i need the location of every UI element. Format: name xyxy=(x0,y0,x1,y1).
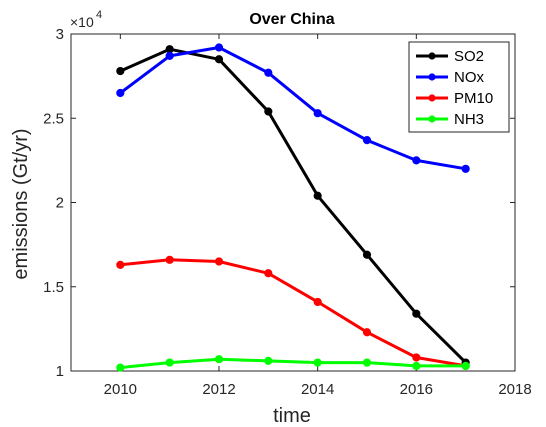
data-point-so2 xyxy=(165,45,174,54)
data-point-so2 xyxy=(214,55,224,64)
data-point-nox xyxy=(264,68,273,77)
chart-title: Over China xyxy=(249,11,334,28)
y-tick-label: 1.5 xyxy=(43,279,64,296)
data-point-nox xyxy=(313,109,322,118)
data-point-nox xyxy=(165,51,174,61)
y-tick-label: 3 xyxy=(56,26,64,43)
data-point-pm10 xyxy=(214,257,224,266)
data-point-nh3 xyxy=(165,358,174,367)
data-point-pm10 xyxy=(412,353,421,362)
data-point-so2 xyxy=(362,250,372,259)
x-tick-label: 2014 xyxy=(301,381,334,398)
data-point-pm10 xyxy=(313,297,322,307)
data-point-nox xyxy=(116,88,125,98)
data-point-nh3 xyxy=(116,363,125,372)
data-point-so2 xyxy=(264,107,273,116)
y-multiplier: ×10 4 xyxy=(70,9,102,30)
x-tick-label: 2012 xyxy=(202,381,235,398)
y-multiplier-exponent: 4 xyxy=(96,9,102,21)
legend-marker-pm10 xyxy=(428,94,436,102)
y-tick-label: 1 xyxy=(56,363,64,380)
data-point-nh3 xyxy=(461,361,470,371)
data-point-nh3 xyxy=(362,358,372,367)
data-point-so2 xyxy=(116,66,125,76)
data-point-nh3 xyxy=(313,358,322,367)
series-line-nox xyxy=(119,46,466,171)
legend-label-so2: SO2 xyxy=(454,48,484,65)
data-point-pm10 xyxy=(362,328,372,337)
data-point-nox xyxy=(362,136,372,145)
data-point-nh3 xyxy=(412,361,421,371)
legend-marker-so2 xyxy=(428,52,436,60)
series-line-pm10 xyxy=(120,258,466,368)
data-point-nh3 xyxy=(264,356,273,365)
y-multiplier-base: ×10 xyxy=(70,14,94,30)
data-point-nox xyxy=(214,43,224,52)
data-point-pm10 xyxy=(165,255,174,264)
data-point-nh3 xyxy=(214,355,224,364)
y-axis-title: emissions (Gt/yr) xyxy=(10,128,32,279)
y-tick-label: 2.5 xyxy=(43,110,64,127)
data-point-nox xyxy=(412,156,421,165)
legend-marker-nh3 xyxy=(428,115,436,123)
x-axis-title: time xyxy=(273,405,311,427)
series-line-so2 xyxy=(119,47,467,364)
legend-marker-nox xyxy=(428,73,436,81)
data-point-so2 xyxy=(412,309,421,318)
data-point-pm10 xyxy=(264,269,273,278)
x-tick-label: 2018 xyxy=(498,381,531,398)
legend: SO2 NOx PM10 NH3 xyxy=(408,41,510,133)
data-point-nox xyxy=(461,164,470,173)
x-tick-label: 2016 xyxy=(400,381,433,398)
series-line-nh3 xyxy=(120,357,466,370)
legend-label-pm10: PM10 xyxy=(454,90,493,107)
legend-label-nox: NOx xyxy=(454,69,485,86)
x-tick-label: 2010 xyxy=(104,381,137,398)
legend-label-nh3: NH3 xyxy=(454,111,484,128)
y-tick-label: 2 xyxy=(56,195,64,212)
data-point-so2 xyxy=(313,191,322,200)
data-point-pm10 xyxy=(116,260,125,269)
